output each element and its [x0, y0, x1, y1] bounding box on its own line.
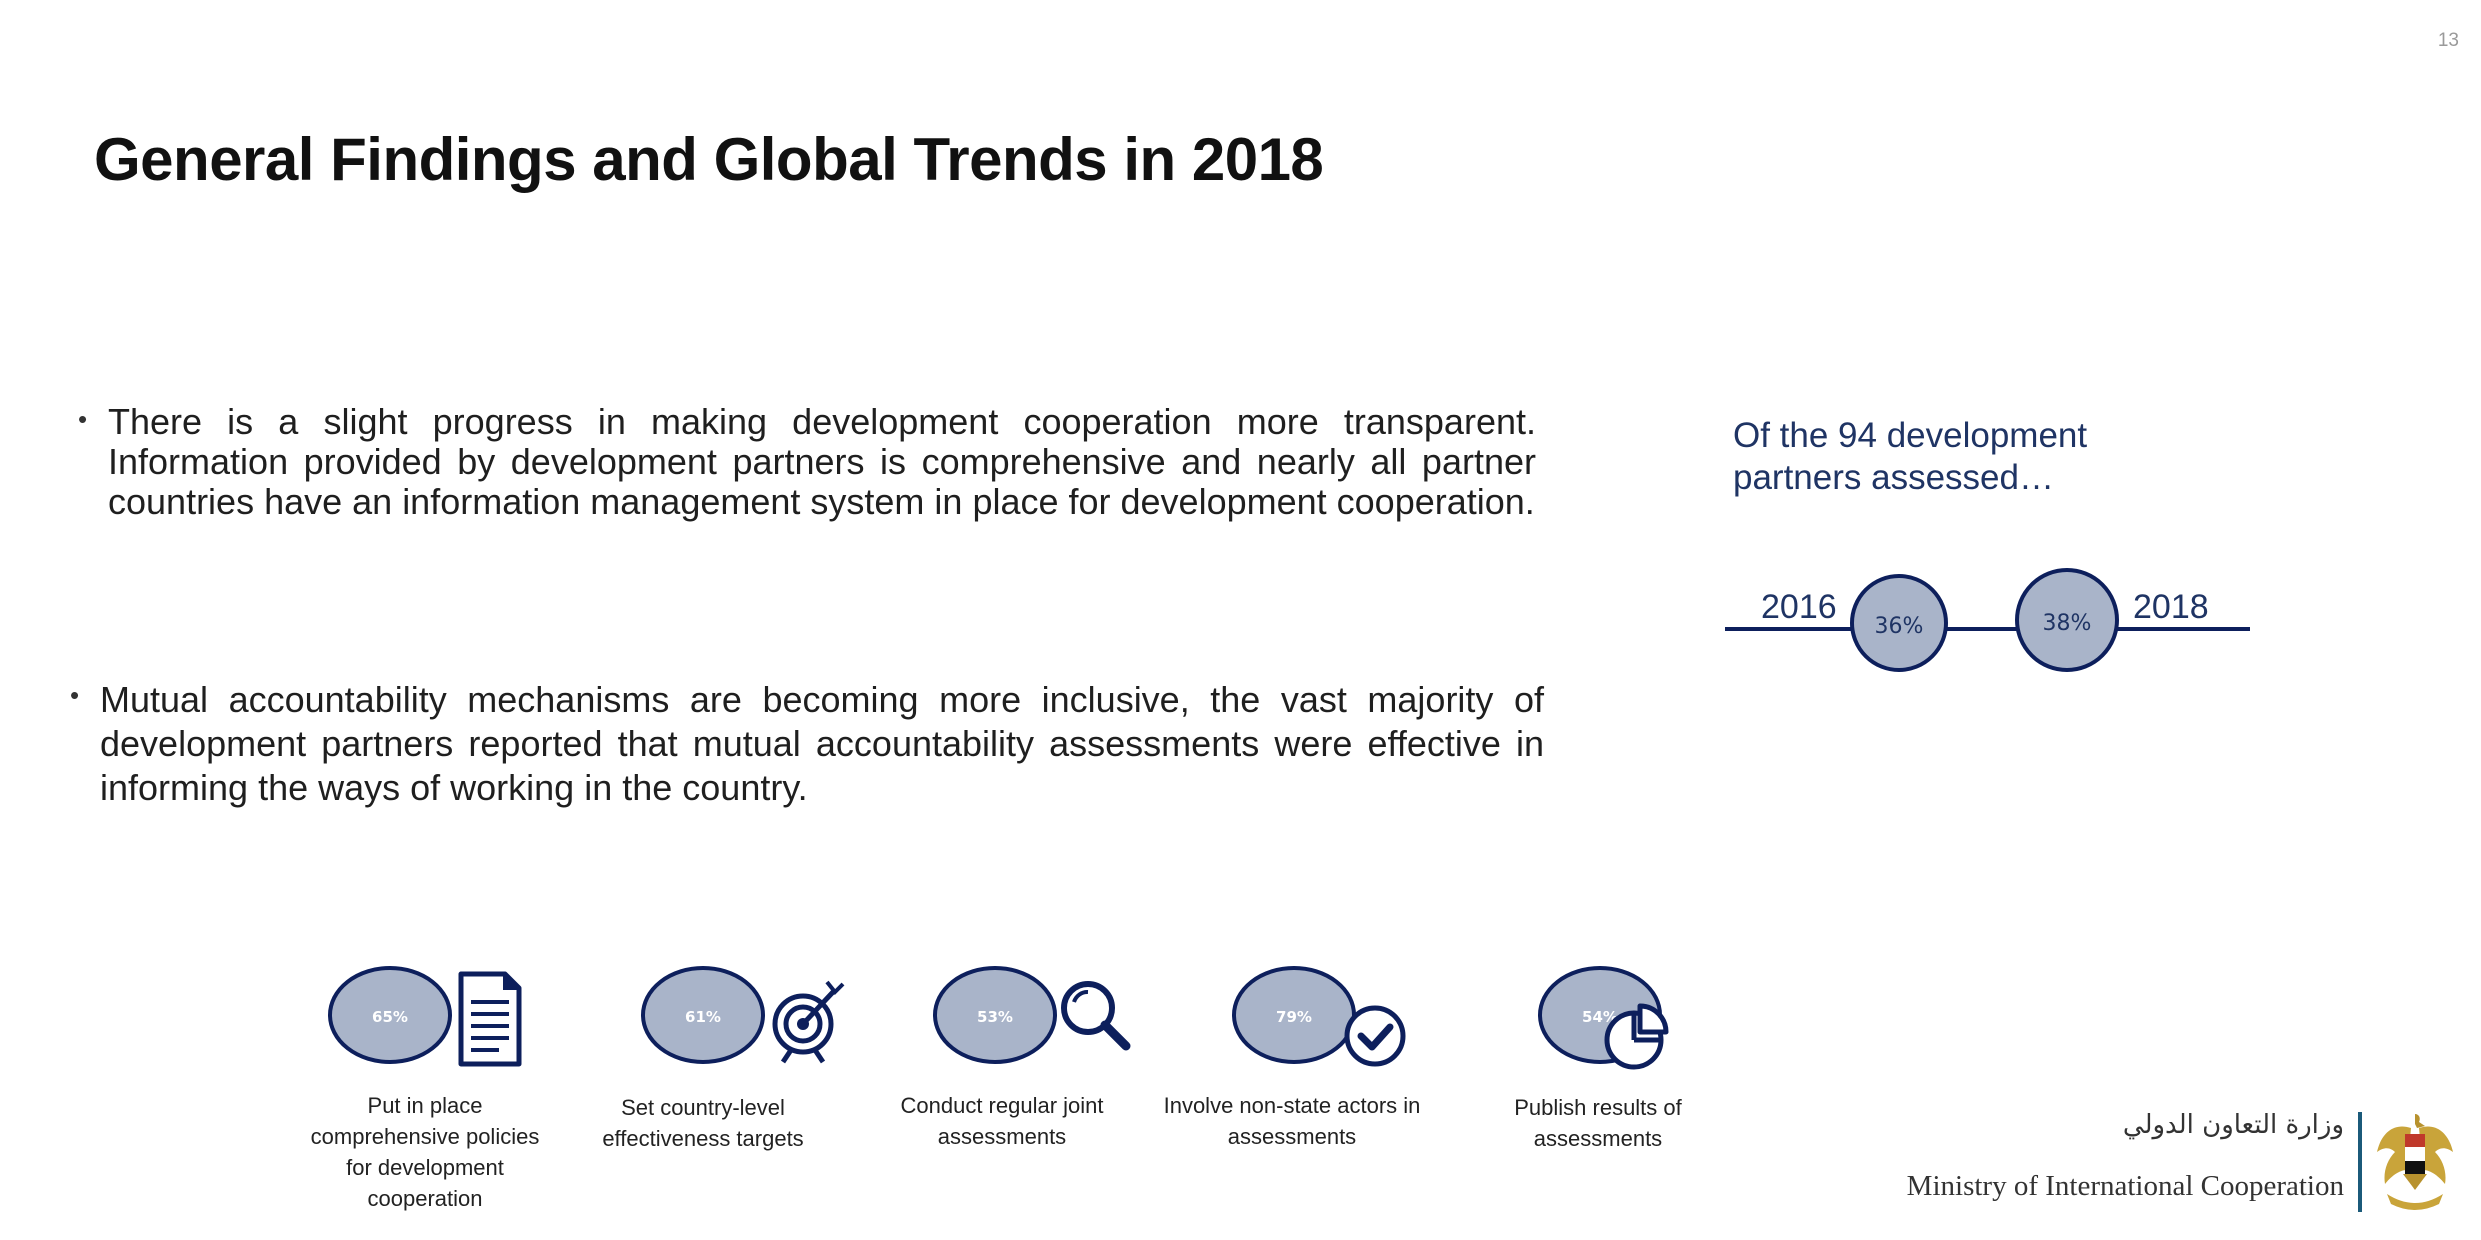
metric-policies: 65% Put in place comprehensive policies … — [311, 962, 539, 1211]
ministry-name-arabic: وزارة التعاون الدولي — [2122, 1110, 2344, 1140]
ministry-name-english: Ministry of International Cooperation — [1906, 1170, 2344, 1202]
value-2016: 36% — [1875, 614, 1924, 639]
metric-joint-assessments: 53% Conduct regular joint assessments — [900, 962, 1142, 1149]
metric-non-state-actors: 79% Involve non-state actors in assessme… — [1164, 962, 1442, 1149]
timeline: 36% 38% 2016 2018 — [1720, 560, 2260, 680]
ministry-logo: وزارة التعاون الدولي Ministry of Interna… — [1897, 1110, 2457, 1220]
timeline-circle-2018 — [2015, 568, 2119, 672]
metric-value: 54% — [1582, 1008, 1618, 1026]
magnifier-icon — [1061, 981, 1131, 1051]
metric-circle — [641, 966, 765, 1064]
metric-value: 53% — [977, 1008, 1013, 1026]
metric-value: 79% — [1276, 1008, 1312, 1026]
document-icon — [458, 971, 522, 1067]
timeline-graphic: 36% 38% — [1725, 568, 2250, 672]
pie-chart-icon — [1604, 1003, 1669, 1070]
metric-label: Involve non-state actors in assessments — [1163, 1093, 1421, 1149]
metric-value: 65% — [372, 1008, 408, 1026]
metric-graphic: 53% — [933, 966, 1131, 1064]
metric-graphic: 79% — [1232, 966, 1406, 1067]
logo-divider — [2358, 1112, 2362, 1212]
partners-caption: Of the 94 development partners assessed… — [1733, 416, 2088, 497]
bullet-transparency: There is a slight progress in making dev… — [108, 401, 1536, 522]
year-2016: 2016 — [1761, 588, 1837, 626]
metric-circle — [933, 966, 1057, 1064]
page-number: 13 — [2437, 30, 2459, 51]
metric-graphic: 54% — [1538, 966, 1669, 1070]
metric-publish-results: 54% Publish results of assessments — [1514, 962, 1748, 1151]
metric-label: Set country-level effectiveness targets — [602, 1095, 804, 1151]
year-2018: 2018 — [2133, 588, 2209, 626]
bullet-accountability: Mutual accountability mechanisms are bec… — [100, 679, 1544, 808]
timeline-circle-2016 — [1850, 574, 1948, 672]
metric-circle — [328, 966, 452, 1064]
metric-label: Publish results of assessments — [1514, 1095, 1682, 1151]
bullet-marker: • — [70, 680, 80, 710]
metric-targets: 61% Set country-level effectiveness targ… — [602, 962, 848, 1151]
metric-graphic: 65% — [328, 966, 522, 1067]
metric-label: Put in place comprehensive policies for … — [310, 1093, 540, 1211]
metric-graphic: 61% — [641, 966, 845, 1064]
check-icon — [1344, 1005, 1406, 1067]
metric-value: 61% — [685, 1008, 721, 1026]
metric-label: Conduct regular joint assessments — [900, 1093, 1104, 1149]
target-icon — [772, 980, 845, 1064]
page-title: General Findings and Global Trends in 20… — [94, 126, 1324, 193]
bullet-marker: • — [78, 404, 88, 434]
eagle-emblem-icon — [2377, 1114, 2453, 1210]
value-2018: 38% — [2043, 611, 2092, 636]
